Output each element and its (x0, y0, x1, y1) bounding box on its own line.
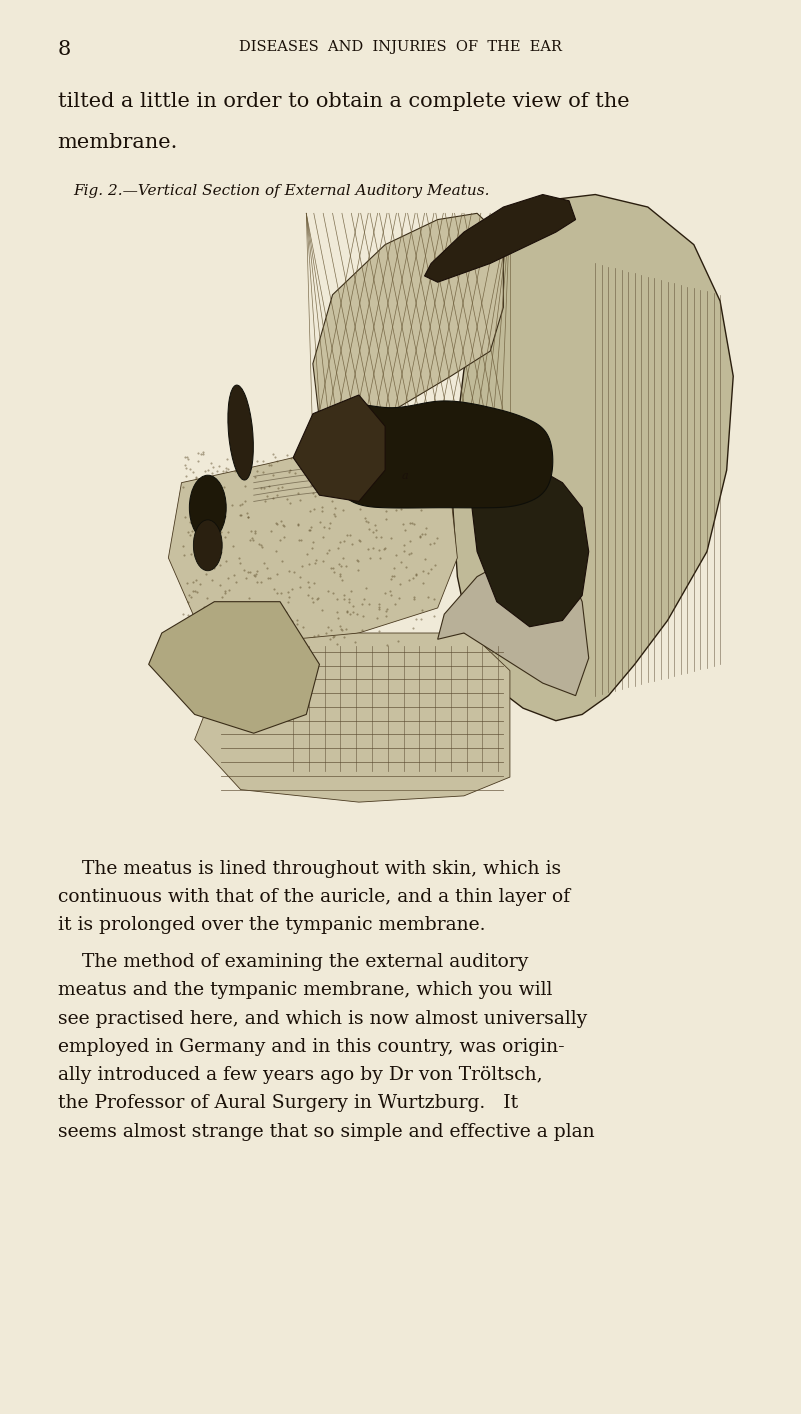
Text: membrane.: membrane. (58, 133, 178, 151)
Text: tilted a little in order to obtain a complete view of the: tilted a little in order to obtain a com… (58, 92, 630, 110)
Text: seems almost strange that so simple and effective a plan: seems almost strange that so simple and … (58, 1123, 594, 1141)
Text: The meatus is lined throughout with skin, which is: The meatus is lined throughout with skin… (58, 860, 561, 878)
Text: 8: 8 (58, 40, 71, 58)
Polygon shape (313, 214, 503, 445)
Text: The method of examining the external auditory: The method of examining the external aud… (58, 953, 528, 971)
Polygon shape (293, 395, 385, 502)
Polygon shape (425, 195, 576, 283)
Circle shape (189, 475, 226, 540)
Polygon shape (451, 195, 733, 721)
Polygon shape (437, 551, 589, 696)
Text: meatus and the tympanic membrane, which you will: meatus and the tympanic membrane, which … (58, 981, 552, 1000)
Text: it is prolonged over the tympanic membrane.: it is prolonged over the tympanic membra… (58, 916, 485, 935)
Polygon shape (168, 445, 457, 646)
Polygon shape (149, 602, 320, 734)
Text: see practised here, and which is now almost universally: see practised here, and which is now alm… (58, 1010, 587, 1028)
Circle shape (193, 520, 222, 571)
Polygon shape (328, 402, 553, 508)
Text: DISEASES  AND  INJURIES  OF  THE  EAR: DISEASES AND INJURIES OF THE EAR (239, 40, 562, 54)
Text: continuous with that of the auricle, and a thin layer of: continuous with that of the auricle, and… (58, 888, 570, 906)
Text: the Professor of Aural Surgery in Wurtzburg.   It: the Professor of Aural Surgery in Wurtzb… (58, 1094, 517, 1113)
Text: a: a (401, 471, 409, 481)
Text: ally introduced a few years ago by Dr von Tröltsch,: ally introduced a few years ago by Dr vo… (58, 1066, 542, 1085)
Polygon shape (195, 633, 510, 802)
Text: employed in Germany and in this country, was origin-: employed in Germany and in this country,… (58, 1038, 564, 1056)
Ellipse shape (227, 385, 253, 479)
Polygon shape (470, 451, 589, 626)
Text: Fig. 2.—Vertical Section of External Auditory Meatus.: Fig. 2.—Vertical Section of External Aud… (74, 184, 490, 198)
